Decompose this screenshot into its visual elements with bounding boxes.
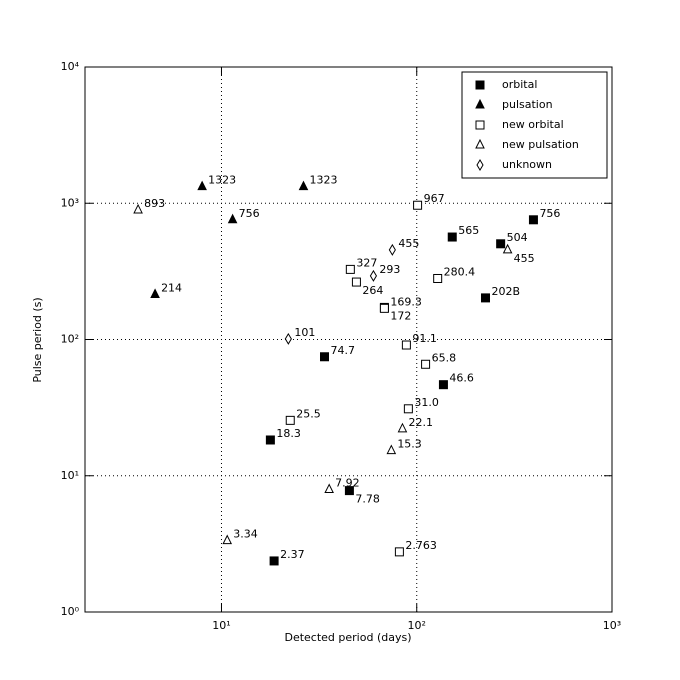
data-label: 327 bbox=[356, 256, 377, 269]
legend-label: new pulsation bbox=[502, 138, 579, 151]
data-label: 65.8 bbox=[432, 351, 457, 364]
data-label: 2.763 bbox=[405, 539, 437, 552]
marker bbox=[413, 200, 423, 210]
data-label: 22.1 bbox=[408, 416, 433, 429]
data-label: 756 bbox=[239, 207, 260, 220]
marker bbox=[394, 547, 404, 557]
legend-marker bbox=[476, 159, 484, 171]
marker bbox=[397, 422, 408, 433]
data-label: 264 bbox=[362, 284, 383, 297]
data-label: 455 bbox=[398, 237, 419, 250]
data-label: 91.1 bbox=[412, 332, 437, 345]
data-label: 101 bbox=[294, 326, 315, 339]
marker bbox=[401, 340, 411, 350]
marker bbox=[379, 303, 389, 313]
data-label: 172 bbox=[390, 309, 411, 322]
plot-frame bbox=[84, 66, 613, 613]
marker bbox=[502, 243, 513, 254]
marker bbox=[447, 232, 457, 242]
marker bbox=[433, 273, 443, 283]
legend-label: orbital bbox=[502, 78, 537, 91]
data-label: 565 bbox=[458, 224, 479, 237]
marker bbox=[345, 264, 355, 274]
data-label: 756 bbox=[539, 207, 560, 220]
data-label: 169.3 bbox=[390, 295, 422, 308]
legend-marker bbox=[475, 138, 485, 149]
x-tick-label: 10³ bbox=[603, 619, 621, 632]
legend-label: new orbital bbox=[502, 118, 564, 131]
marker bbox=[421, 359, 431, 369]
legend-marker bbox=[475, 120, 485, 130]
data-label: 202B bbox=[492, 285, 521, 298]
y-tick-label: 10⁴ bbox=[61, 60, 80, 73]
marker bbox=[403, 404, 413, 414]
data-label: 280.4 bbox=[444, 265, 476, 278]
marker bbox=[133, 203, 143, 214]
data-label: 2.37 bbox=[280, 548, 305, 561]
marker bbox=[298, 180, 309, 191]
legend-box bbox=[461, 71, 608, 179]
y-tick-label: 10³ bbox=[61, 196, 79, 209]
marker bbox=[320, 352, 330, 362]
marker bbox=[269, 556, 279, 566]
x-tick-label: 10¹ bbox=[212, 619, 230, 632]
y-tick-label: 10⁰ bbox=[61, 605, 80, 618]
marker bbox=[528, 215, 538, 225]
data-label: 15.3 bbox=[397, 438, 422, 451]
x-axis-label: Detected period (days) bbox=[284, 631, 411, 644]
marker bbox=[344, 486, 354, 496]
marker bbox=[324, 483, 334, 494]
marker bbox=[285, 415, 295, 425]
x-tick-label: 10² bbox=[408, 619, 426, 632]
data-label: 74.7 bbox=[331, 344, 356, 357]
marker bbox=[227, 213, 238, 224]
y-axis-label: Pulse period (s) bbox=[31, 297, 44, 382]
data-label: 214 bbox=[161, 281, 182, 294]
marker bbox=[150, 288, 160, 298]
data-label: 967 bbox=[424, 192, 445, 205]
marker bbox=[388, 243, 396, 256]
marker bbox=[222, 534, 233, 545]
marker bbox=[351, 277, 361, 287]
y-tick-label: 10¹ bbox=[61, 469, 79, 482]
y-tick-label: 10² bbox=[61, 333, 79, 346]
data-label: 504 bbox=[507, 231, 528, 244]
data-label: 455 bbox=[514, 252, 535, 265]
data-label: 7.92 bbox=[335, 477, 360, 490]
legend-marker bbox=[475, 80, 485, 90]
data-label: 18.3 bbox=[276, 427, 301, 440]
marker bbox=[369, 269, 378, 282]
marker bbox=[265, 435, 275, 445]
marker bbox=[197, 180, 207, 191]
data-label: 1323 bbox=[208, 174, 236, 187]
data-label: 25.5 bbox=[296, 407, 321, 420]
marker bbox=[284, 332, 292, 345]
data-label: 46.6 bbox=[449, 372, 474, 385]
marker bbox=[438, 380, 448, 390]
marker bbox=[481, 293, 491, 303]
legend-label: unknown bbox=[502, 158, 552, 171]
data-label: 293 bbox=[379, 263, 400, 276]
data-label: 1323 bbox=[309, 174, 337, 187]
data-label: 7.78 bbox=[355, 493, 380, 506]
legend-marker bbox=[475, 98, 485, 109]
marker bbox=[496, 239, 506, 249]
data-label: 31.0 bbox=[414, 396, 439, 409]
data-label: 3.34 bbox=[233, 528, 258, 541]
marker bbox=[386, 444, 397, 455]
data-label: 893 bbox=[144, 197, 165, 210]
legend-label: pulsation bbox=[502, 98, 553, 111]
